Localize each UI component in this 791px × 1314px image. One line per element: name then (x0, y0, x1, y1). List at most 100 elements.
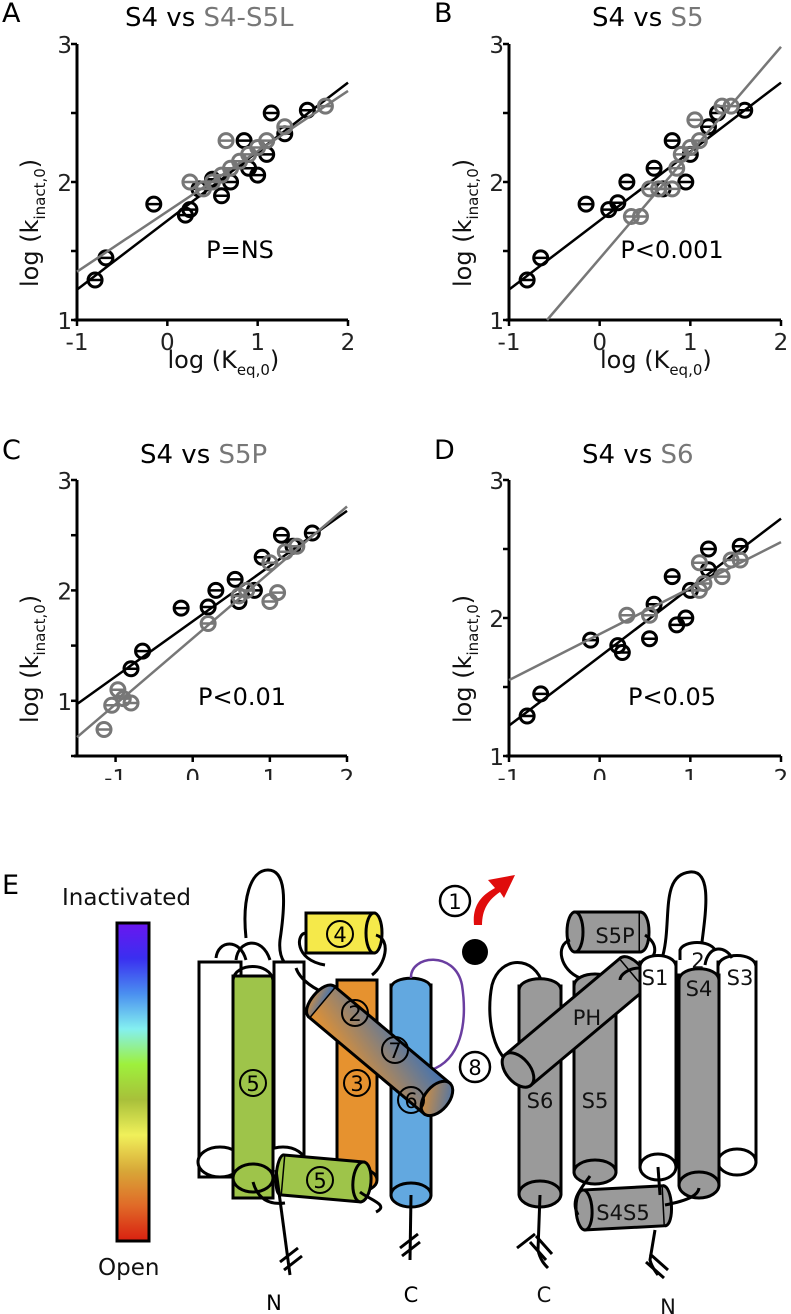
data-point (722, 97, 740, 115)
helix-number-label: 7 (388, 1039, 401, 1063)
y-axis-label: log (kinact,0) (449, 159, 482, 287)
data-point (95, 721, 113, 739)
p-value-annotation: P<0.05 (628, 683, 716, 711)
title-prefix: S4 vs (582, 440, 661, 470)
series-s4 (508, 81, 782, 291)
title-highlight: S5P (218, 440, 268, 470)
helix-number-label: 2 (348, 1002, 361, 1026)
data-point (663, 568, 681, 586)
x-tick-label: -1 (104, 766, 127, 780)
data-point (618, 173, 636, 191)
x-tick-label: -1 (498, 766, 521, 780)
x-tick-label: 0 (160, 330, 175, 356)
data-point (199, 598, 217, 616)
data-point (172, 599, 190, 617)
y-tick-label: 1 (489, 309, 504, 335)
data-point (641, 630, 659, 648)
y-tick-label: 2 (57, 171, 72, 197)
y-tick-label: 2 (57, 579, 72, 605)
marker-8-label: 8 (468, 1056, 481, 1080)
x-tick-label: 2 (774, 766, 789, 780)
terminal-label: C (404, 1283, 419, 1307)
x-tick-label: 1 (683, 330, 698, 356)
title-prefix: S4 vs (125, 3, 204, 33)
y-tick-label: 3 (57, 33, 72, 59)
helix-s4 (677, 973, 721, 1187)
x-tick-label: 0 (592, 766, 607, 780)
data-point (699, 118, 717, 136)
panel-letter-a: A (2, 0, 21, 29)
data-point (207, 581, 225, 599)
helix-label: S4 (686, 977, 713, 1001)
ion-dot (462, 939, 488, 965)
y-tick-label: 2 (489, 607, 504, 633)
series-s5 (546, 45, 782, 321)
helix-number-circle (381, 1036, 409, 1064)
data-point (663, 132, 681, 150)
fit-line (76, 81, 349, 291)
helix-number-label: 4 (333, 923, 346, 947)
data-point (122, 694, 140, 712)
data-point (230, 592, 248, 610)
helix-s5p (573, 910, 642, 954)
helix-s3 (716, 960, 758, 1164)
y-tick-label: 3 (57, 469, 72, 495)
terminal-label: N (266, 1291, 282, 1314)
red-arrow-icon (473, 875, 515, 925)
x-tick-label: -1 (498, 330, 521, 356)
data-point (316, 97, 334, 115)
colorbar-top-label: Inactivated (62, 885, 191, 911)
y-axis-label: log (kinact,0) (16, 159, 49, 287)
title-highlight: S6 (660, 440, 694, 470)
helix-label: S5P (595, 924, 634, 948)
y-tick-label: 3 (489, 469, 504, 495)
data-point (618, 606, 636, 624)
data-point (262, 104, 280, 122)
data-point (663, 180, 681, 198)
helix-blue (389, 983, 433, 1197)
x-tick-label: 2 (341, 330, 356, 356)
marker-8-circle (458, 1050, 492, 1084)
fit-line (546, 45, 782, 321)
helix-number-label: 3 (350, 1072, 363, 1096)
left-subunit (196, 868, 466, 1276)
terminal-break-marks (279, 1232, 669, 1280)
right-subunit (488, 870, 758, 1276)
title-prefix: S4 vs (592, 3, 671, 33)
x-axis-label: log (Keq,0) (600, 346, 712, 379)
helix-s6 (517, 984, 563, 1196)
helix-number-circle (343, 1069, 371, 1097)
data-point (261, 554, 279, 572)
y-tick-label: 3 (489, 33, 504, 59)
x-tick-label: 1 (683, 766, 698, 780)
data-point (145, 195, 163, 213)
helix-label: 2 (691, 949, 704, 973)
data-point (269, 584, 287, 602)
helix-s1 (638, 960, 678, 1169)
data-point (677, 609, 695, 627)
data-point (303, 524, 321, 542)
helix-orange (335, 978, 379, 1180)
data-point (613, 644, 631, 661)
helix-number-circle (306, 1166, 334, 1194)
panel-letter-e: E (2, 870, 20, 901)
fit-line (76, 89, 349, 273)
panel-letter-b: B (434, 0, 453, 29)
panel-letter-d: D (434, 435, 455, 466)
chart-a: 1 2 3 -1 0 1 2 log (Keq,0) log (kinact,0) P=NS (16, 33, 355, 379)
data-point (199, 615, 217, 633)
helix-number-circle (326, 920, 354, 948)
series-s6 (508, 540, 782, 682)
y-axis-label: log (kinact,0) (16, 595, 49, 723)
fit-line (508, 81, 782, 291)
p-value-annotation: P=NS (206, 236, 274, 264)
helix-s5 (572, 980, 618, 1174)
panel-letter-c: C (2, 435, 21, 466)
title-highlight: S5 (670, 3, 704, 33)
x-tick-label: 2 (340, 766, 355, 780)
data-point (217, 132, 235, 150)
data-point (690, 554, 708, 572)
y-tick-label: 1 (489, 745, 504, 771)
